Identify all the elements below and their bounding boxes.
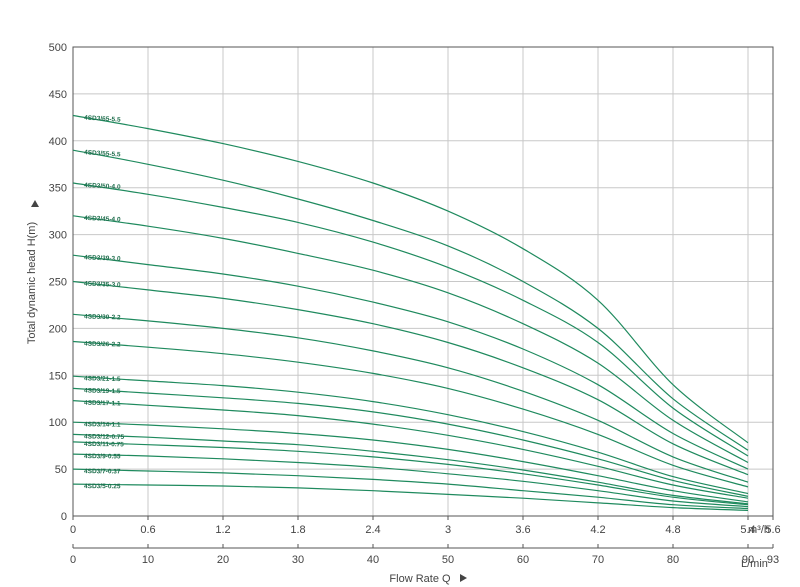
curve-label: 4SD3/45-4.0 [84, 215, 121, 224]
curve-4SD3/19-1.5 [72, 387, 749, 497]
curve-4SD3/45-4.0 [72, 215, 749, 464]
y-tick-label: 200 [49, 323, 67, 335]
curve-4SD3/21-1.5 [72, 375, 749, 495]
x-unit-top: m³/h [748, 524, 770, 536]
curve-label: 4SD3/9-0.55 [84, 453, 121, 460]
curve-4SD3/5-0.25 [72, 483, 749, 511]
x-tick-label-lmin: 93 [767, 554, 779, 566]
curve-label: 4SD3/65-5.5 [84, 114, 121, 123]
y-tick-label: 400 [49, 136, 67, 148]
curve-labels: 4SD3/65-5.5 4SD3/55-5.5 4SD3/50-4.0 4SD3/45… [84, 114, 125, 490]
curve-label: 4SD3/5-0.25 [84, 483, 121, 490]
curve-4SD3/55-5.5 [72, 149, 749, 451]
x-tick-label-m3h: 1.8 [290, 524, 305, 536]
x-tick-label-m3h: 4.2 [590, 524, 605, 536]
curve-4SD3/14-1.1 [72, 421, 749, 503]
curve-4SD3/26-2.2 [72, 340, 749, 488]
curve-label: 4SD3/39-3.0 [84, 254, 121, 263]
curve-4SD3/9-0.55 [72, 453, 749, 508]
curve-label: 4SD3/55-5.5 [84, 149, 121, 158]
x-tick-label-lmin: 50 [442, 554, 454, 566]
y-tick-label: 450 [49, 89, 67, 101]
y-tick-label: 500 [49, 42, 67, 54]
curve-4SD3/39-3.0 [72, 254, 749, 470]
curve-4SD3/30-2.2 [72, 313, 749, 483]
x-tick-label-m3h: 0.6 [140, 524, 155, 536]
curve-label: 4SD3/12-0.75 [84, 433, 125, 441]
y-tick-label: 250 [49, 277, 67, 289]
curve-label: 4SD3/7-0.37 [84, 468, 121, 475]
curve-label: 4SD3/14-1.1 [84, 421, 121, 428]
curve-4SD3/35-3.0 [72, 280, 749, 476]
curve-label: 4SD3/30-2.2 [84, 313, 121, 321]
x-unit-bottom: L/min [741, 558, 768, 570]
curve-label: 4SD3/35-3.0 [84, 281, 121, 289]
y-tick-label: 300 [49, 230, 67, 242]
curve-4SD3/65-5.5 [72, 114, 749, 444]
curve-4SD3/17-1.1 [72, 400, 749, 499]
x-tick-label-m3h: 5.4 [740, 524, 755, 536]
y-tick-label: 350 [49, 183, 67, 195]
curve-4SD3/12-0.75 [72, 433, 749, 505]
x-tick-label-lmin: 30 [292, 554, 304, 566]
curve-4SD3/11-0.75 [72, 441, 749, 506]
y-tick-label: 100 [49, 417, 67, 429]
x-tick-label-m3h: 3.6 [515, 524, 530, 536]
x-tick-label-lmin: 60 [517, 554, 529, 566]
curve-label: 4SD3/21-1.5 [84, 375, 121, 383]
y-axis-arrow-icon [31, 200, 39, 207]
curve-label: 4SD3/17-1.1 [84, 400, 121, 408]
x-tick-label-m3h: 3 [445, 524, 451, 536]
x-tick-label-lmin: 0 [70, 554, 76, 566]
x-tick-label-m3h: 5.6 [765, 524, 780, 536]
y-tick-label: 50 [55, 464, 67, 476]
y-tick-label: 150 [49, 370, 67, 382]
x-tick-label-m3h: 0 [70, 524, 76, 536]
y-tick-label: 0 [61, 511, 67, 523]
curve-4SD3/50-4.0 [72, 182, 749, 457]
y-axis-title: Total dynamic head H(m) [26, 222, 38, 344]
curves [72, 114, 749, 511]
x-tick-label-lmin: 80 [667, 554, 679, 566]
x-tick-label-lmin: 70 [592, 554, 604, 566]
x-tick-label-m3h: 4.8 [665, 524, 680, 536]
curve-label: 4SD3/11-0.75 [84, 441, 124, 449]
curve-4SD3/7-0.37 [72, 468, 749, 510]
x-tick-label-lmin: 20 [217, 554, 229, 566]
x-axis-title: Flow Rate Q [389, 573, 451, 585]
x-axis-arrow-icon [460, 574, 467, 582]
x-tick-label-m3h: 2.4 [365, 524, 380, 536]
x-tick-label-m3h: 1.2 [215, 524, 230, 536]
x-tick-label-lmin: 90 [742, 554, 754, 566]
x-tick-label-lmin: 40 [367, 554, 379, 566]
x-tick-label-lmin: 10 [142, 554, 154, 566]
curve-label: 4SD3/26-2.2 [84, 341, 121, 349]
curve-label: 4SD3/50-4.0 [84, 182, 121, 191]
curve-label: 4SD3/19-1.5 [84, 387, 121, 395]
